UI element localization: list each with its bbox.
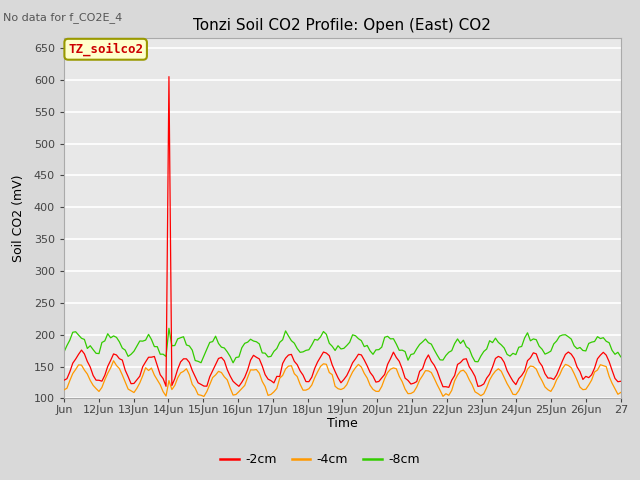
X-axis label: Time: Time — [327, 417, 358, 430]
Legend: -2cm, -4cm, -8cm: -2cm, -4cm, -8cm — [215, 448, 425, 471]
Text: TZ_soilco2: TZ_soilco2 — [68, 43, 143, 56]
Y-axis label: Soil CO2 (mV): Soil CO2 (mV) — [12, 175, 25, 262]
Title: Tonzi Soil CO2 Profile: Open (East) CO2: Tonzi Soil CO2 Profile: Open (East) CO2 — [193, 18, 492, 33]
Text: No data for f_CO2E_4: No data for f_CO2E_4 — [3, 12, 122, 23]
